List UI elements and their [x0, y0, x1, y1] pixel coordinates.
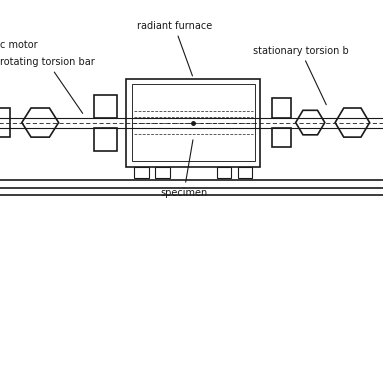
Bar	[134, 167, 149, 178]
Text: radiant furnace: radiant furnace	[137, 21, 212, 76]
Bar	[272, 98, 291, 118]
Bar	[94, 128, 117, 151]
Bar	[238, 167, 252, 178]
Bar	[132, 84, 255, 161]
Bar	[272, 128, 291, 147]
Text: c motor: c motor	[0, 40, 38, 50]
Text: rotating torsion bar: rotating torsion bar	[0, 57, 95, 113]
Bar	[126, 79, 260, 167]
Bar	[155, 167, 170, 178]
Polygon shape	[335, 108, 370, 137]
Text: specimen: specimen	[160, 140, 208, 198]
Polygon shape	[296, 110, 325, 135]
Text: stationary torsion b: stationary torsion b	[253, 46, 349, 105]
Polygon shape	[22, 108, 59, 137]
Bar	[94, 95, 117, 118]
Bar	[0, 108, 10, 137]
Bar	[217, 167, 231, 178]
